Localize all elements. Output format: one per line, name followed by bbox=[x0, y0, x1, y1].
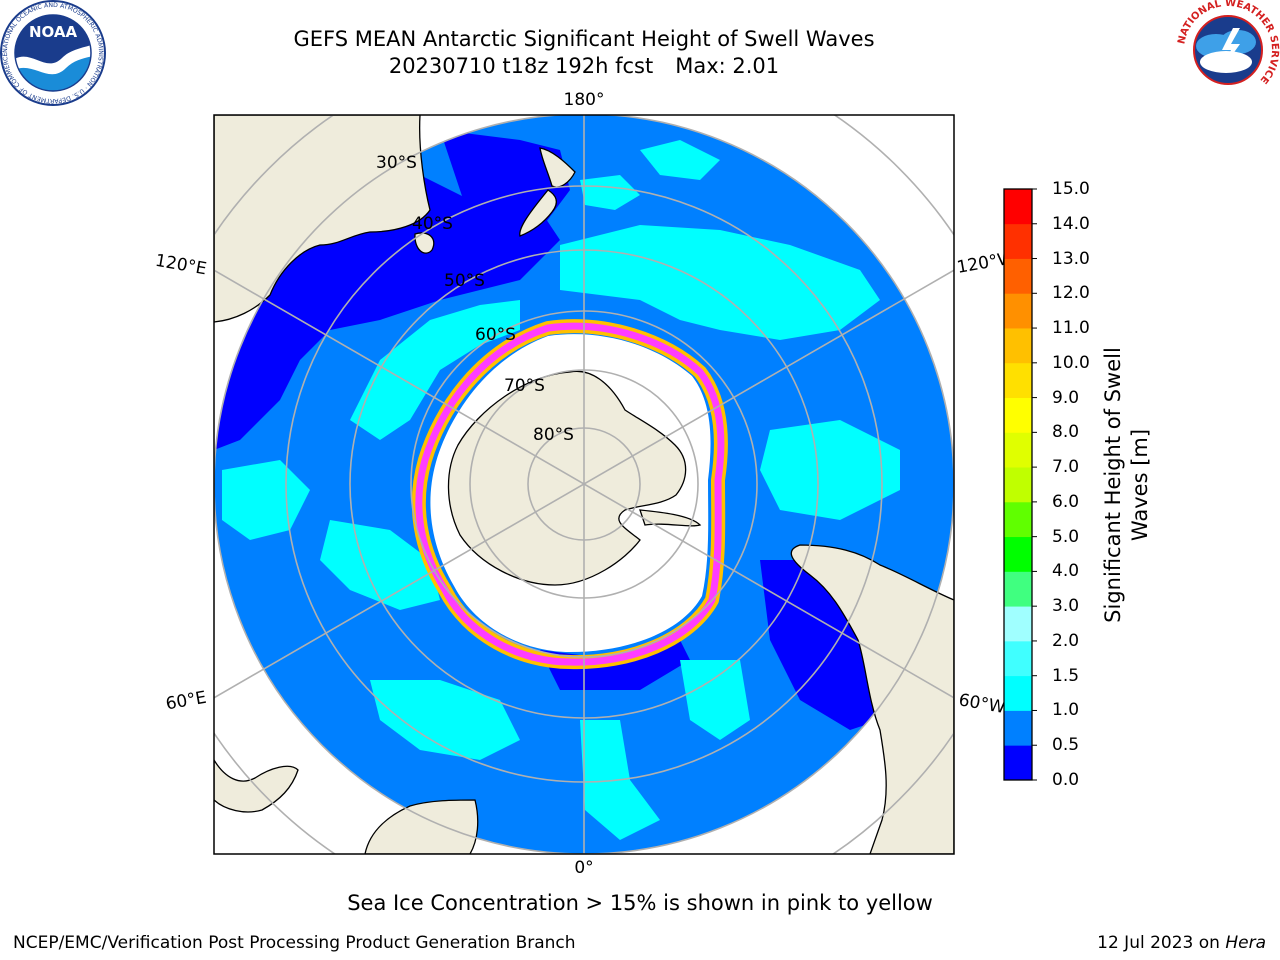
colorbar-tick-label: 13.0 bbox=[1052, 248, 1090, 269]
lat-label-40s: 40°S bbox=[412, 214, 453, 234]
colorbar-tick-label: 8.0 bbox=[1052, 422, 1080, 443]
colorbar-tick-label: 12.0 bbox=[1052, 283, 1090, 304]
colorbar-tick-label: 5.0 bbox=[1052, 526, 1080, 547]
colorbar-swatch bbox=[1004, 467, 1032, 503]
swell-band-southwest bbox=[320, 520, 440, 610]
lat-label-60s: 60°S bbox=[475, 325, 516, 345]
colorbar-tick-label: 1.5 bbox=[1052, 665, 1080, 686]
max-value: Max: 2.01 bbox=[675, 54, 780, 78]
colorbar-tick-label: 3.0 bbox=[1052, 596, 1080, 617]
colorbar-swatch bbox=[1004, 189, 1032, 225]
land-new-zealand-south bbox=[519, 189, 558, 237]
colorbar-swatch bbox=[1004, 536, 1032, 572]
colorbar-swatch bbox=[1004, 710, 1032, 746]
land-antarctica bbox=[447, 370, 687, 586]
swell-band-northwest bbox=[580, 175, 640, 210]
lat-label-80s: 80°S bbox=[533, 425, 574, 445]
colorbar-tick-label: 0.0 bbox=[1052, 770, 1080, 790]
colorbar-swatch bbox=[1004, 745, 1032, 781]
swell-band-south-c bbox=[680, 660, 750, 740]
colorbar-tick-label: 4.0 bbox=[1052, 561, 1080, 582]
colorbar-tick-label: 15.0 bbox=[1052, 179, 1090, 199]
colorbar-swatch bbox=[1004, 571, 1032, 607]
colorbar-tick-label: 14.0 bbox=[1052, 213, 1090, 234]
footer-date-text: 12 Jul 2023 on bbox=[1097, 933, 1220, 953]
chart-subtitle: 20230710 t18z 192h fcst Max: 2.01 bbox=[184, 54, 984, 78]
swell-band-east bbox=[760, 420, 900, 520]
lon-label-120e: 120°E bbox=[154, 251, 208, 280]
colorbar-tick-label: 6.0 bbox=[1052, 491, 1080, 512]
colorbar-swatch bbox=[1004, 675, 1032, 711]
colorbar-swatch bbox=[1004, 362, 1032, 398]
run-info: 20230710 t18z 192h fcst bbox=[388, 54, 654, 78]
footer-branch: NCEP/EMC/Verification Post Processing Pr… bbox=[13, 933, 576, 953]
colorbar-title: Significant Height of Swell Waves [m] bbox=[1101, 347, 1152, 623]
colorbar-swatch bbox=[1004, 640, 1032, 677]
colorbar-tick-label: 10.0 bbox=[1052, 352, 1090, 373]
swell-band-south-a bbox=[370, 680, 520, 760]
lon-label-180: 180° bbox=[564, 90, 605, 110]
swell-band-central bbox=[350, 300, 520, 440]
colorbar-swatch bbox=[1004, 606, 1032, 642]
colorbar-swatch bbox=[1004, 328, 1032, 364]
sea-ice-note: Sea Ice Concentration > 15% is shown in … bbox=[347, 891, 933, 915]
footer-date: 12 Jul 2023 on Hera bbox=[1097, 933, 1266, 953]
colorbar-tick-label: 0.5 bbox=[1052, 735, 1080, 756]
colorbar-swatch bbox=[1004, 258, 1032, 294]
colorbar-swatch bbox=[1004, 223, 1032, 259]
land-tasmania bbox=[414, 232, 435, 254]
colorbar-tick-label: 9.0 bbox=[1052, 387, 1080, 408]
colorbar-tick-label: 7.0 bbox=[1052, 457, 1080, 478]
lat-label-70s: 70°S bbox=[504, 376, 545, 396]
colorbar-tick-label: 2.0 bbox=[1052, 630, 1080, 651]
lon-label-60w: 60°W bbox=[957, 690, 1007, 718]
swell-band-pacific bbox=[560, 225, 880, 340]
land-africa bbox=[364, 799, 479, 854]
land-new-zealand-north bbox=[539, 147, 576, 188]
noaa-logo: NATIONAL OCEANIC AND ATMOSPHERIC ADMINIS… bbox=[0, 0, 106, 106]
lon-label-60e: 60°E bbox=[164, 688, 208, 715]
land-south-america bbox=[790, 544, 954, 854]
noaa-logo-text: NOAA bbox=[29, 23, 78, 41]
land-antarctic-peninsula bbox=[639, 509, 702, 527]
lon-label-0: 0° bbox=[574, 858, 593, 878]
graticule bbox=[214, 115, 954, 854]
colorbar-swatch bbox=[1004, 293, 1032, 329]
colorbar-swatch bbox=[1004, 501, 1032, 538]
nws-logo: NATIONAL WEATHER SERVICE bbox=[1176, 0, 1280, 99]
swell-band-north bbox=[640, 140, 720, 180]
colorbar-swatch bbox=[1004, 397, 1032, 433]
colorbar-tick-label: 11.0 bbox=[1052, 318, 1090, 339]
colorbar-swatch bbox=[1004, 432, 1032, 468]
footer-host: Hera bbox=[1225, 933, 1266, 953]
colorbar-tick-label: 1.0 bbox=[1052, 700, 1080, 721]
sea-ice-edge-pink bbox=[415, 322, 725, 666]
lat-label-50s: 50°S bbox=[444, 271, 485, 291]
colorbar-frame bbox=[1003, 188, 1033, 781]
lat-label-30s: 30°S bbox=[376, 153, 417, 173]
chart-title: GEFS MEAN Antarctic Significant Height o… bbox=[293, 27, 875, 51]
colorbar bbox=[1003, 188, 1037, 781]
map-frame bbox=[213, 114, 955, 855]
